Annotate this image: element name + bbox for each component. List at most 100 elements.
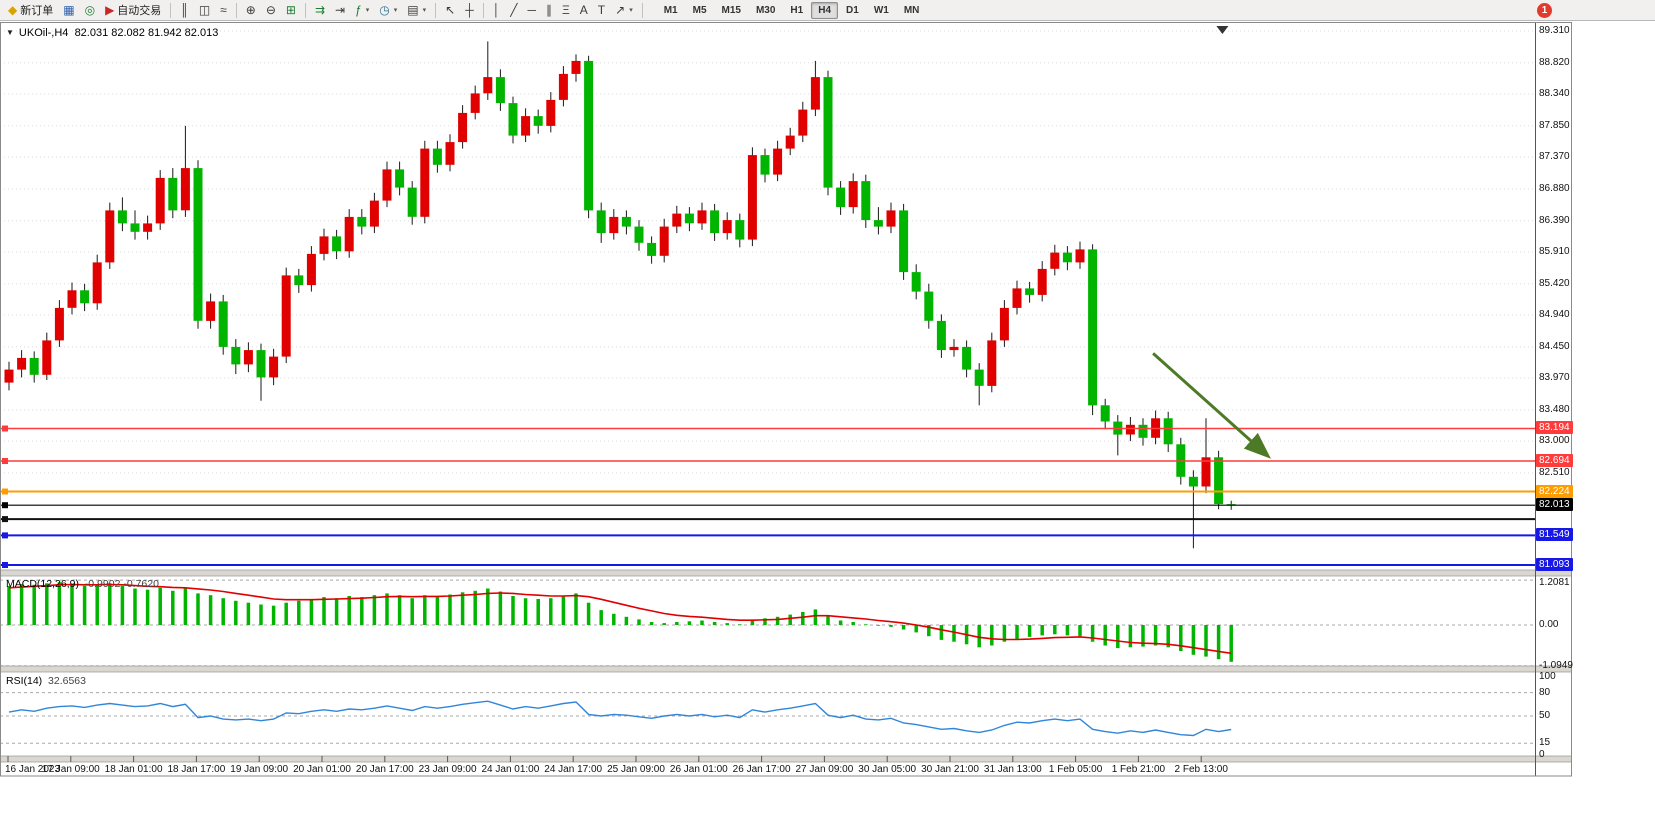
candle [1037, 268, 1047, 295]
toolbar-separator [235, 2, 237, 18]
bar-chart-button[interactable]: ║ [175, 0, 194, 20]
candle [760, 155, 770, 175]
price-axis-label: 86.390 [1539, 214, 1570, 226]
vertical-line-tool-button[interactable]: │ [488, 0, 506, 20]
indicators-button[interactable]: ƒ ▾ [350, 0, 374, 20]
chevron-down-icon: ▾ [629, 7, 633, 14]
candle [67, 290, 77, 308]
candle [785, 135, 795, 149]
line-anchor[interactable] [2, 458, 8, 464]
line-chart-button[interactable]: ≈ [215, 0, 232, 20]
timeframe-button-m1[interactable]: M1 [663, 4, 678, 16]
toolbar-separator [641, 2, 643, 18]
line-anchor[interactable] [2, 562, 8, 568]
candle [29, 357, 39, 375]
auto-trading-icon: ▶ [105, 3, 115, 17]
horizontal-line-tool-button[interactable]: ─ [522, 0, 541, 20]
trendline-tool-button[interactable]: ╱ [505, 0, 522, 20]
timeframe-button-d1[interactable]: D1 [846, 4, 859, 16]
rsi-line [8, 700, 1232, 737]
price-axis-label: 85.420 [1539, 277, 1570, 289]
panel-separator[interactable] [0, 570, 1571, 576]
market-watch-button[interactable]: ▦ [58, 0, 79, 20]
collapse-icon[interactable]: ▼ [6, 28, 14, 37]
price-line-label[interactable]: 83.194 [1536, 421, 1573, 435]
navigator-button[interactable]: ◎ [80, 0, 100, 20]
candle [1075, 249, 1085, 263]
auto-scroll-button[interactable]: ⇉ [310, 0, 330, 20]
text-tool-button[interactable]: A [575, 0, 593, 20]
cursor-tool-button[interactable]: ↖ [440, 0, 460, 20]
chevron-down-icon: ▾ [393, 7, 398, 14]
price-axis-label: 83.970 [1539, 372, 1570, 384]
time-axis-label: 27 Jan 09:00 [795, 764, 854, 775]
candle [269, 356, 279, 378]
chart-shift-button[interactable]: ⇥ [330, 0, 350, 20]
zoom-out-icon: ⊖ [265, 3, 276, 17]
candle [558, 73, 568, 100]
timeframe-button-w1[interactable]: W1 [873, 4, 889, 16]
price-line-label[interactable]: 82.224 [1536, 484, 1573, 498]
candle [369, 200, 379, 227]
tile-windows-button[interactable]: ⊞ [281, 0, 301, 20]
auto-trading-button[interactable]: ▶ 自动交易 [100, 0, 166, 20]
vertical-line-icon: │ [492, 3, 501, 17]
zoom-out-button[interactable]: ⊖ [261, 0, 281, 20]
candle [823, 77, 833, 188]
text-tool-icon: A [579, 3, 588, 17]
candle [193, 168, 203, 321]
timeframe-button-m15[interactable]: M15 [721, 4, 741, 16]
chart-symbol-period: UKOil-,H4 [18, 27, 69, 39]
shapes-tool-button[interactable]: ↗ ▾ [610, 0, 638, 20]
price-axis-label: 83.000 [1539, 435, 1570, 447]
rsi-axis-label: 0 [1539, 749, 1545, 760]
periods-button[interactable]: ◷ ▾ [374, 0, 402, 20]
candle [634, 226, 644, 243]
line-anchor[interactable] [2, 425, 8, 432]
fibonacci-tool-button[interactable]: Ξ [557, 0, 575, 20]
candle [999, 307, 1009, 341]
label-tool-button[interactable]: T [593, 0, 610, 20]
trend-arrow[interactable] [1152, 352, 1271, 459]
candle [596, 210, 606, 234]
candle [432, 148, 442, 165]
zoom-in-button[interactable]: ⊕ [241, 0, 261, 20]
candle [420, 148, 430, 217]
price-axis-label: 89.310 [1539, 25, 1570, 36]
panel-separator[interactable] [0, 666, 1571, 672]
candle [218, 301, 228, 347]
timeframe-button-m5[interactable]: M5 [692, 4, 707, 16]
candlestick-chart-button[interactable]: ◫ [194, 0, 215, 20]
timeframe-button-m30[interactable]: M30 [755, 4, 776, 16]
chart-shift-marker[interactable] [1216, 26, 1229, 34]
timeframe-toolbar: M1 M5 M15 M30 H1 H4 D1 W1 MN [657, 1, 927, 19]
candle [1100, 405, 1110, 422]
candle [4, 369, 14, 383]
macd-signal-line [8, 583, 1232, 655]
channel-tool-button[interactable]: ∥ [541, 0, 557, 20]
price-line-label[interactable]: 82.013 [1536, 498, 1573, 512]
candle [546, 99, 556, 126]
line-chart-icon: ≈ [220, 3, 227, 17]
navigator-icon: ◎ [84, 3, 96, 17]
candle [117, 210, 127, 224]
candle [143, 223, 153, 232]
price-line-label[interactable]: 81.093 [1536, 558, 1573, 572]
macd-axis-label: 0.00 [1539, 619, 1559, 630]
price-line-label[interactable]: 82.694 [1536, 453, 1573, 467]
line-anchor[interactable] [2, 532, 8, 539]
price-line-label[interactable]: 81.549 [1536, 528, 1573, 542]
line-anchor[interactable] [2, 502, 8, 509]
timeframe-button-h4[interactable]: H4 [811, 1, 839, 19]
candle [17, 357, 27, 370]
notification-badge[interactable]: 1 [1537, 3, 1552, 18]
crosshair-tool-button[interactable]: ┼ [460, 0, 479, 20]
chevron-down-icon: ▾ [365, 7, 370, 14]
timeframe-button-h1[interactable]: H1 [790, 4, 804, 16]
new-order-button[interactable]: ◆ 新订单 [3, 0, 58, 20]
line-anchor[interactable] [2, 488, 8, 495]
timeframe-button-mn[interactable]: MN [903, 4, 920, 16]
line-anchor[interactable] [2, 516, 8, 523]
templates-button[interactable]: ▤ ▾ [402, 0, 431, 20]
panel-separator[interactable] [0, 756, 1571, 762]
